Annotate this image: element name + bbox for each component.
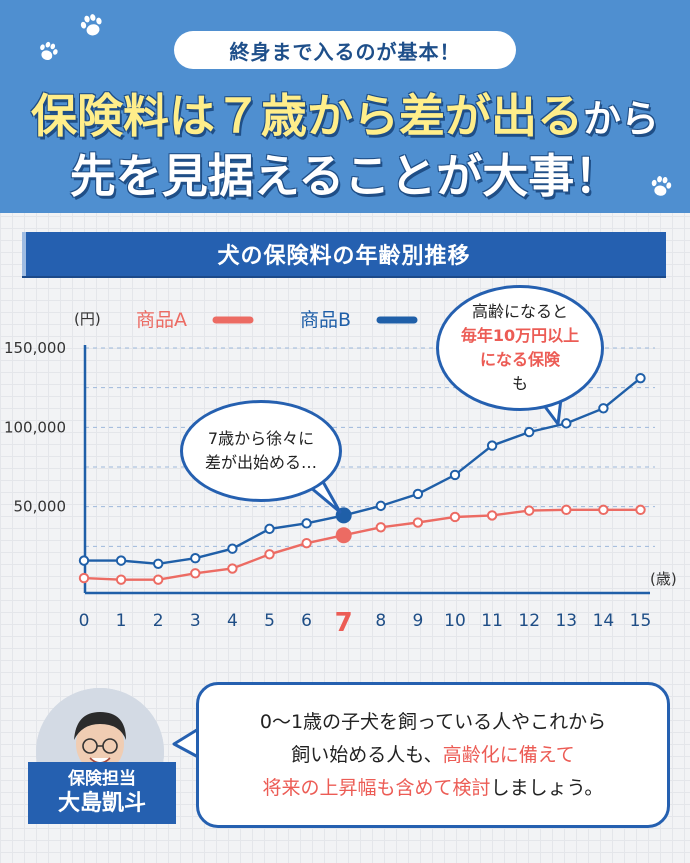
bubble-text: 差が出始める… xyxy=(204,453,317,472)
data-point xyxy=(264,549,275,560)
comment-line: 0〜1歳の子犬を飼っている人やこれから xyxy=(260,706,606,739)
data-point-highlight xyxy=(335,527,352,544)
x-tick-label: 14 xyxy=(593,611,615,631)
y-tick-label: 100,000 xyxy=(4,418,66,436)
x-tick-label: 6 xyxy=(301,611,312,631)
bubble-text: 高齢になると xyxy=(471,302,568,321)
data-point xyxy=(449,511,461,523)
paw-print-icon xyxy=(40,41,58,61)
data-point xyxy=(190,568,201,579)
x-tick-label: 13 xyxy=(555,611,577,631)
data-point xyxy=(153,558,164,569)
comment-line: 飼い始める人も、高齢化に備えて xyxy=(291,739,575,772)
legend-label: 商品A xyxy=(136,309,187,331)
data-point xyxy=(412,517,424,528)
y-tick-label: 50,000 xyxy=(14,498,67,516)
chart-title-banner: 犬の保険料の年齢別推移 xyxy=(22,232,666,276)
data-point xyxy=(78,555,90,566)
headline-line-2: 先を見据えることが大事！ xyxy=(69,149,621,203)
series-line xyxy=(84,377,642,566)
data-point xyxy=(524,505,535,516)
data-point xyxy=(635,504,646,516)
annotation-bubble-senior: 高齢になると 毎年10万円以上 になる保険も xyxy=(436,285,604,411)
x-axis-unit: (歳) xyxy=(650,570,677,588)
data-point xyxy=(598,403,609,414)
x-tick-label: 12 xyxy=(518,611,540,631)
data-point xyxy=(635,372,646,384)
paw-print-icon xyxy=(80,14,102,36)
data-point xyxy=(264,523,275,535)
data-point xyxy=(486,510,498,521)
advisor-name-plate: 保険担当 大島凱斗 xyxy=(28,762,176,824)
x-tick-label: 15 xyxy=(630,611,652,631)
data-point xyxy=(375,522,386,533)
data-point xyxy=(561,504,572,516)
y-axis-unit: (円) xyxy=(74,310,101,328)
data-point xyxy=(301,537,312,549)
comment-line: 将来の上昇幅も含めて検討しましょう。 xyxy=(263,772,604,805)
data-point xyxy=(524,426,535,438)
x-tick-label: 5 xyxy=(264,611,275,631)
data-point xyxy=(78,572,90,584)
bubble-text: も xyxy=(511,374,528,393)
advisor-name: 大島凱斗 xyxy=(57,791,146,816)
bubble-text: 7歳から徐々に xyxy=(207,429,315,448)
header-banner: 終身まで入るのが基本！ 保険料は７歳から差が出るから 先を見据えることが大事！ xyxy=(0,0,690,213)
comment-emphasis-text: 将来の上昇幅も含めて検討 xyxy=(262,776,491,799)
data-point xyxy=(227,563,238,574)
bubble-emphasis-text: 毎年10万円以上 xyxy=(460,326,580,345)
headline-emphasis: 保険料は７歳から差が出る xyxy=(30,89,583,143)
headline-suffix: から xyxy=(582,97,659,141)
x-tick-label: 11 xyxy=(481,611,503,631)
comment-text: 0〜1歳の子犬を飼っている人やこれから xyxy=(259,710,607,733)
paw-print-icon xyxy=(651,176,672,196)
x-tick-labels: 0 1 2 3 4 5 6 7 8 9 10 11 12 13 14 15 xyxy=(79,608,652,638)
bubble-emphasis-text: になる保険 xyxy=(479,350,560,369)
chart-title: 犬の保険料の年齢別推移 xyxy=(217,244,471,269)
data-point xyxy=(561,418,572,429)
data-point xyxy=(153,574,164,585)
data-point xyxy=(412,488,424,500)
advisor-role: 保険担当 xyxy=(68,769,136,789)
data-point xyxy=(598,504,609,516)
data-point xyxy=(486,440,498,451)
x-tick-label: 10 xyxy=(444,611,466,631)
series-points xyxy=(78,372,646,585)
x-tick-label-highlight: 7 xyxy=(335,608,353,638)
x-tick-label: 3 xyxy=(190,611,201,631)
legend-label: 商品B xyxy=(300,309,351,331)
header-pill: 終身まで入るのが基本！ xyxy=(174,31,516,69)
data-point xyxy=(190,553,201,564)
comment-emphasis-text: 高齢化に備えて xyxy=(442,743,575,766)
chart-legend: 商品A 商品B xyxy=(136,309,418,331)
x-tick-label: 8 xyxy=(375,611,386,631)
data-point xyxy=(449,469,461,481)
data-point xyxy=(115,574,127,585)
x-tick-label: 4 xyxy=(227,611,238,631)
header-pill-text: 終身まで入るのが基本！ xyxy=(229,39,461,64)
comment-text: 飼い始める人も、 xyxy=(291,743,443,766)
data-point xyxy=(375,500,386,512)
x-tick-label: 0 xyxy=(79,611,90,631)
x-tick-label: 9 xyxy=(412,611,423,631)
x-tick-label: 2 xyxy=(153,611,164,631)
series-line xyxy=(83,508,641,581)
data-point xyxy=(115,555,127,566)
comment-text: しましょう。 xyxy=(490,776,604,799)
annotation-bubble-age7: 7歳から徐々に 差が出始める… xyxy=(180,400,342,502)
x-tick-label: 1 xyxy=(116,611,127,631)
series-lines xyxy=(83,377,642,581)
y-tick-labels: 50,000 100,000 150,000 xyxy=(4,339,66,516)
data-point xyxy=(301,518,312,529)
advisor-comment: 0〜1歳の子犬を飼っている人やこれから 飼い始める人も、高齢化に備えて 将来の上… xyxy=(196,682,670,828)
headline-line-1: 保険料は７歳から差が出るから xyxy=(0,80,690,146)
data-point xyxy=(227,543,238,554)
y-tick-label: 150,000 xyxy=(4,339,66,357)
